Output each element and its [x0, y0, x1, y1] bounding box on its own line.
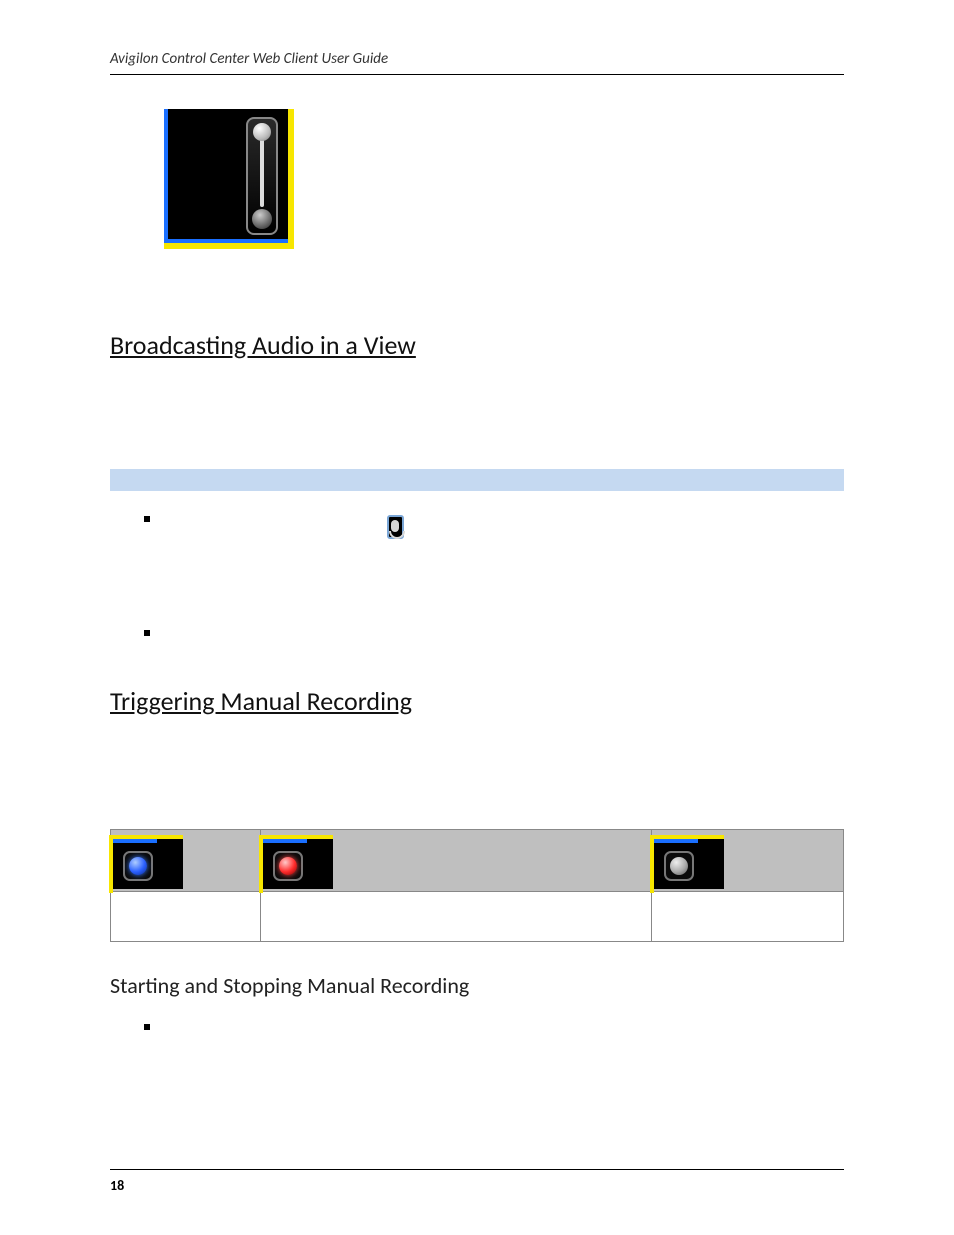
col-header-not-recording: [651, 830, 843, 892]
recording-indicator-table: Recording Recording triggered by an even…: [110, 829, 844, 942]
indicator-tile-recording: [113, 835, 183, 889]
note-callout-bar: [110, 469, 844, 491]
page-number: 18: [110, 1177, 124, 1194]
indicator-tile-triggered: [263, 835, 333, 889]
microphone-icon[interactable]: [387, 515, 405, 539]
broadcasting-intro-text: [110, 385, 844, 425]
broadcast-bullet-2: To increase or decrease the broadcast vo…: [144, 623, 844, 647]
cell-caption-triggered: Recording triggered by an event: [261, 892, 652, 942]
col-header-triggered: [261, 830, 652, 892]
starting-bullet-1-text: In the image panel, click the recording …: [166, 1018, 734, 1036]
record-indicator-icon[interactable]: [123, 851, 153, 881]
broadcast-bullet-1: In the lower-right corner of the image p…: [144, 509, 844, 595]
volume-slider[interactable]: [246, 117, 278, 235]
table-header-row: [111, 830, 844, 892]
table-row: Recording Recording triggered by an even…: [111, 892, 844, 942]
document-page: Avigilon Control Center Web Client User …: [0, 0, 954, 1235]
heading-starting-stopping: Starting and Stopping Manual Recording: [110, 972, 844, 999]
heading-broadcasting-audio: Broadcasting Audio in a View: [110, 329, 844, 361]
record-indicator-icon[interactable]: [273, 851, 303, 881]
record-indicator-icon[interactable]: [664, 851, 694, 881]
triggering-intro-text: [110, 741, 844, 781]
page-footer: 18: [110, 1169, 844, 1195]
starting-bullet-1: In the image panel, click the recording …: [144, 1017, 844, 1041]
col-header-recording: [111, 830, 261, 892]
mute-icon[interactable]: [252, 209, 272, 229]
volume-slider-figure: [164, 109, 294, 249]
cell-caption-not-recording: Not recording: [651, 892, 843, 942]
cell-caption-recording: Recording: [111, 892, 261, 942]
page-header: Avigilon Control Center Web Client User …: [110, 50, 844, 75]
volume-slider-thumb[interactable]: [253, 123, 271, 141]
heading-triggering-manual-recording: Triggering Manual Recording: [110, 685, 844, 717]
broadcast-bullet-1-text-a: In the lower-right corner of the image p…: [166, 509, 373, 545]
indicator-tile-not-recording: [654, 835, 724, 889]
broadcast-bullet-1-text-b: to broadcast audio. The microphone icon …: [414, 509, 844, 545]
broadcast-bullet-2-text: To increase or decrease the broadcast vo…: [166, 624, 623, 642]
